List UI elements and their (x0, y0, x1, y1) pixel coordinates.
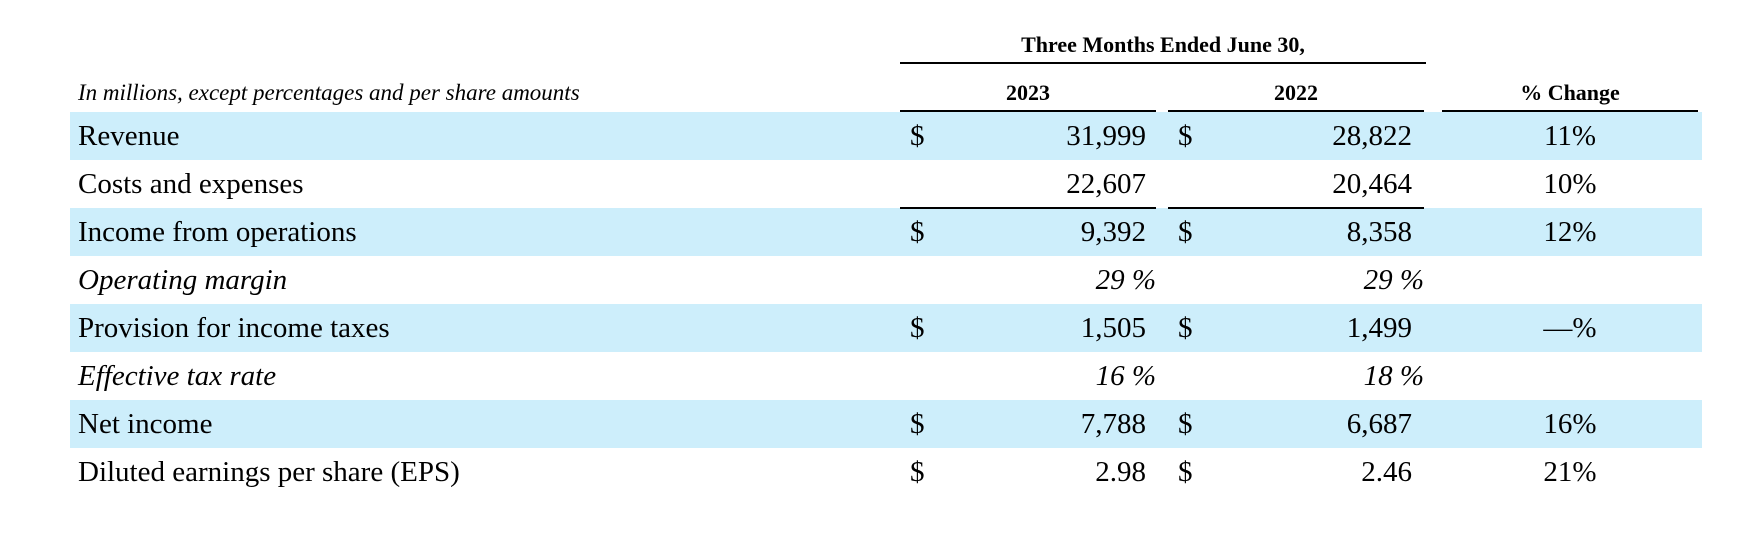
row-label: Income from operations (78, 216, 357, 248)
value-2022: 1,499 (1346, 312, 1412, 344)
units-note: In millions, except percentages and per … (78, 80, 580, 105)
value-2023: 9,392 (1080, 216, 1146, 248)
value-2023: 2.98 (1095, 456, 1146, 488)
period-header-rule (900, 62, 1426, 64)
value-2023: 22,607 (1066, 168, 1146, 200)
value-2023: 31,999 (1066, 120, 1146, 152)
percent-change: 12% (1543, 216, 1597, 248)
dollar-sign-2023: $ (910, 120, 925, 152)
table-row: Costs and expenses 22,607 20,464 10% (0, 160, 1760, 208)
dollar-sign-2023: $ (910, 312, 925, 344)
percent-change: —% (1543, 312, 1597, 344)
value-2022: 29 % (1363, 264, 1424, 296)
row-label: Costs and expenses (78, 168, 304, 200)
value-2023: 16 % (1095, 360, 1156, 392)
column-header-rule-2022 (1168, 110, 1424, 112)
dollar-sign-2022: $ (1178, 408, 1193, 440)
value-2022: 6,687 (1346, 408, 1412, 440)
dollar-sign-2022: $ (1178, 456, 1193, 488)
table-row: Effective tax rate 16 % 18 % (0, 352, 1760, 400)
table-row: Income from operations $9,392 $8,358 12% (0, 208, 1760, 256)
row-label: Effective tax rate (78, 360, 277, 392)
column-header-2023: 2023 (1006, 80, 1050, 105)
percent-change: 21% (1543, 456, 1597, 488)
value-2022: 2.46 (1361, 456, 1412, 488)
table-row: Provision for income taxes $1,505 $1,499 —% (0, 304, 1760, 352)
value-2022: 20,464 (1332, 168, 1412, 200)
value-2023: 1,505 (1080, 312, 1146, 344)
column-header-rule-2023 (900, 110, 1156, 112)
value-2023: 7,788 (1080, 408, 1146, 440)
column-header-change: % Change (1520, 80, 1620, 105)
subtotal-rule-2023 (900, 207, 1156, 209)
value-2022: 8,358 (1346, 216, 1412, 248)
value-2022: 28,822 (1332, 120, 1412, 152)
column-header-2022: 2022 (1274, 80, 1318, 105)
dollar-sign-2022: $ (1178, 120, 1193, 152)
table-row: Revenue $31,999 $28,822 11% (0, 112, 1760, 160)
column-header-rule-change (1442, 110, 1698, 112)
value-2022: 18 % (1363, 360, 1424, 392)
dollar-sign-2023: $ (910, 408, 925, 440)
table-row: Operating margin 29 % 29 % (0, 256, 1760, 304)
row-label: Diluted earnings per share (EPS) (78, 456, 460, 488)
percent-change: 16% (1543, 408, 1597, 440)
percent-change: 10% (1543, 168, 1597, 200)
subtotal-rule-2022 (1168, 207, 1424, 209)
row-label: Net income (78, 408, 213, 440)
row-label: Revenue (78, 120, 180, 152)
table-row: Diluted earnings per share (EPS) $2.98 $2.… (0, 448, 1760, 496)
value-2023: 29 % (1095, 264, 1156, 296)
dollar-sign-2023: $ (910, 216, 925, 248)
period-header: Three Months Ended June 30, (1021, 32, 1305, 57)
dollar-sign-2022: $ (1178, 312, 1193, 344)
row-label: Provision for income taxes (78, 312, 390, 344)
table-row: Net income $7,788 $6,687 16% (0, 400, 1760, 448)
row-label: Operating margin (78, 264, 288, 296)
percent-change: 11% (1543, 120, 1597, 152)
dollar-sign-2023: $ (910, 456, 925, 488)
dollar-sign-2022: $ (1178, 216, 1193, 248)
